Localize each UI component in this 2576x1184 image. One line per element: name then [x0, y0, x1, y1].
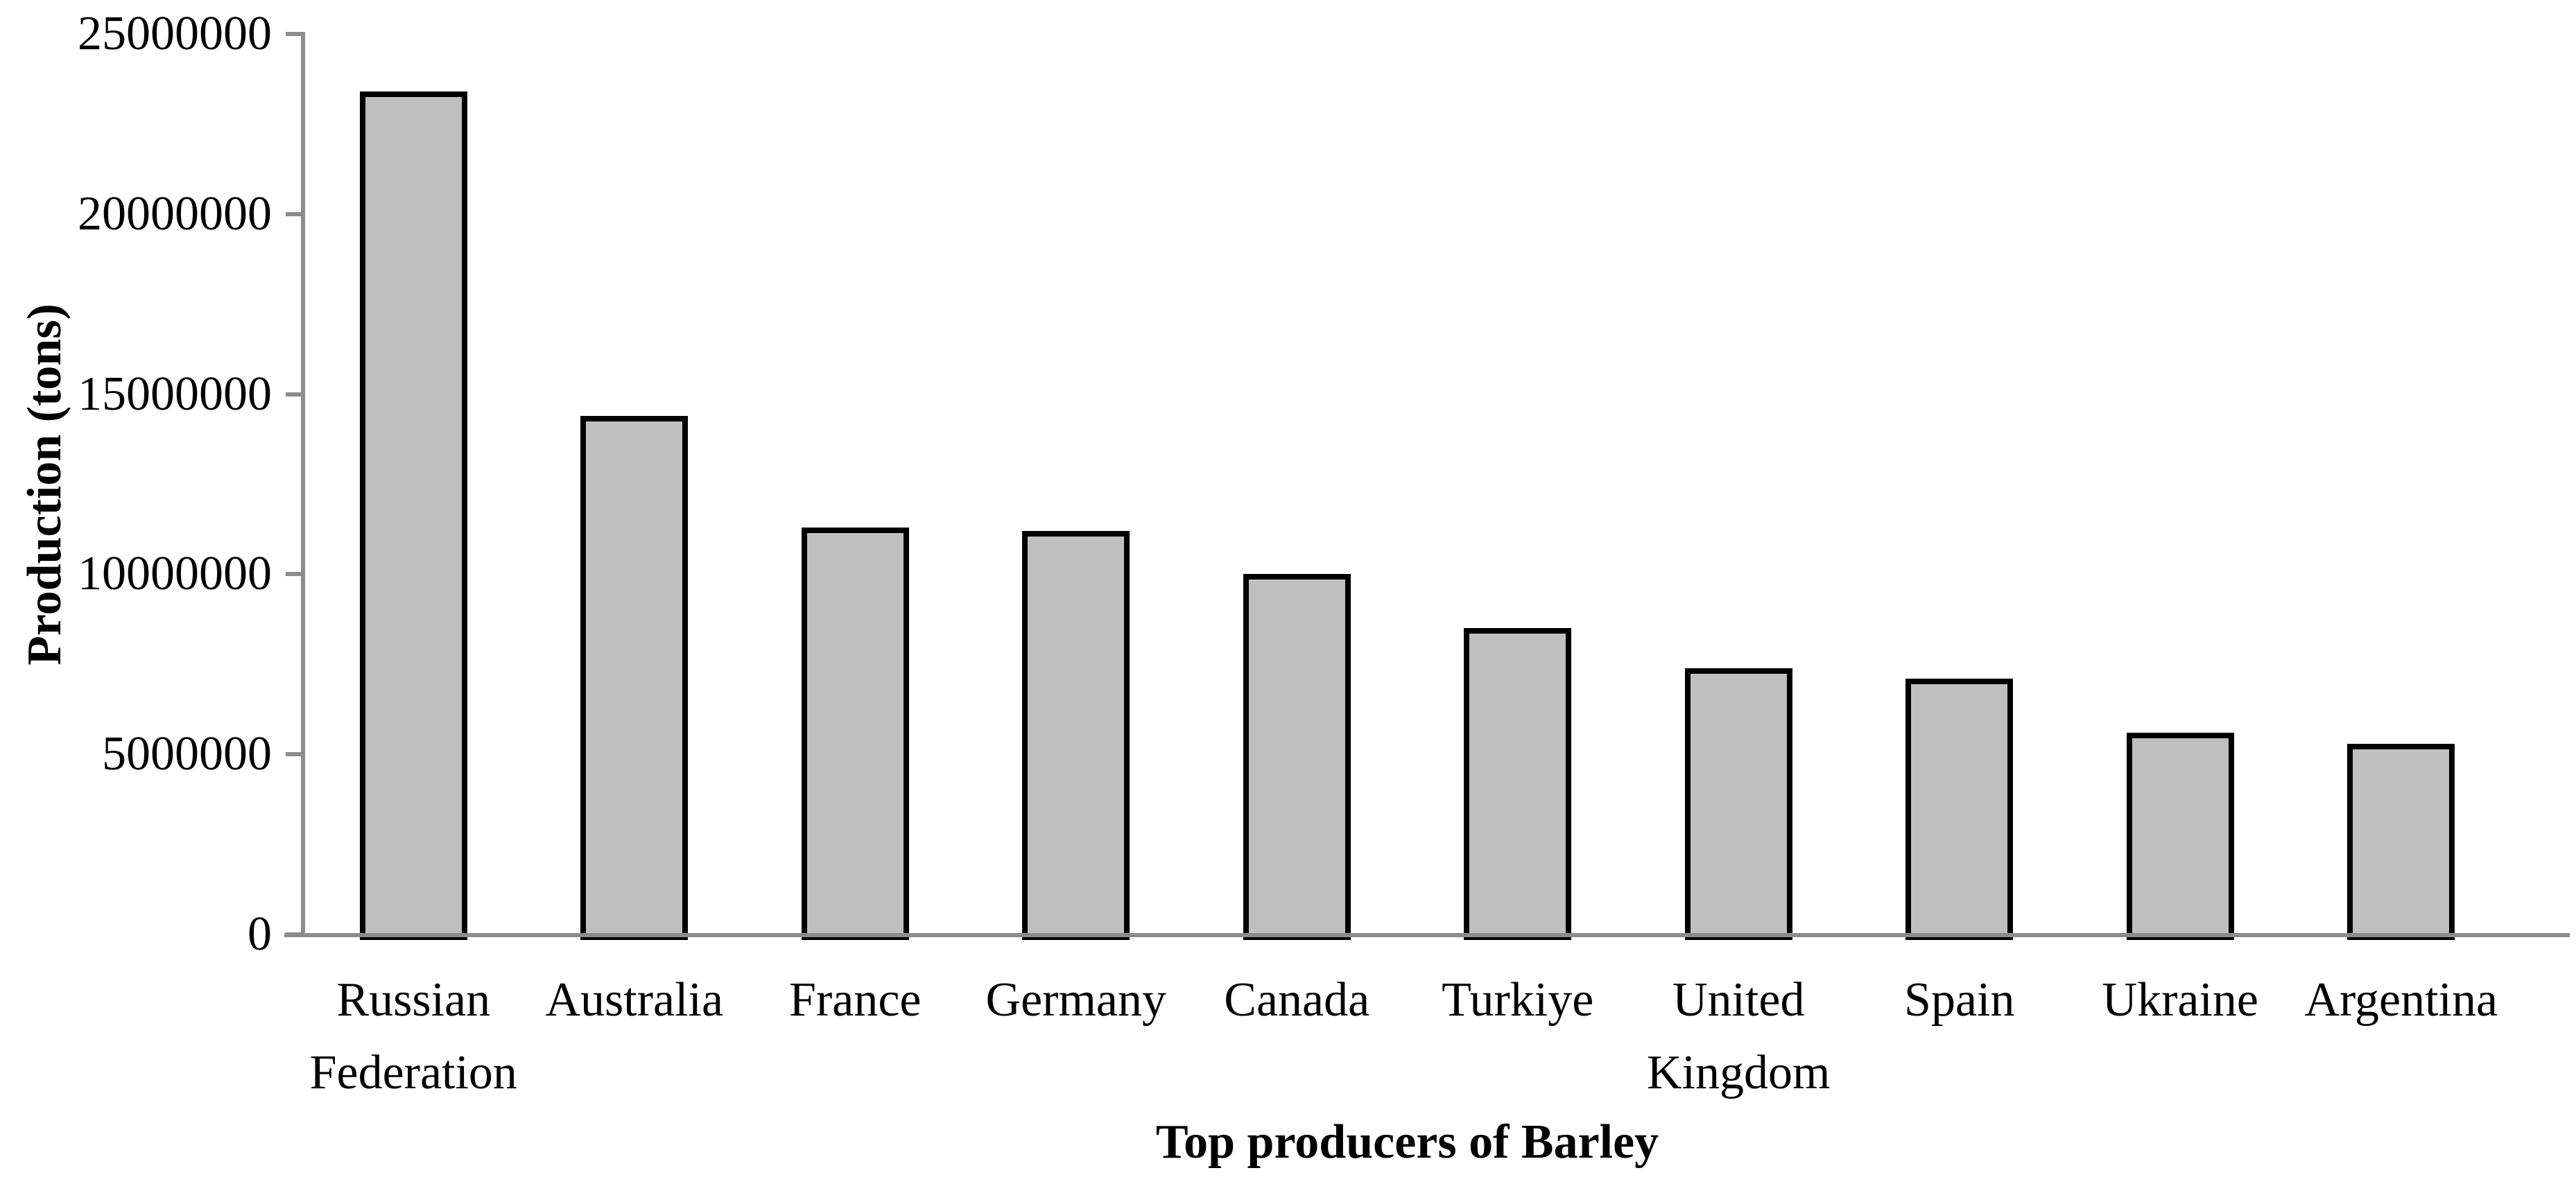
x-axis-baseline [284, 933, 2570, 937]
x-category-label: Russian Federation [309, 973, 517, 1099]
plot-area [303, 34, 2512, 940]
y-tick-label: 10000000 [78, 547, 272, 601]
y-tick-mark [286, 752, 305, 757]
bar [1243, 574, 1351, 940]
bar [1464, 628, 1572, 940]
x-axis-title: Top producers of Barley [1155, 1115, 1659, 1169]
x-category-label: Argentina [2304, 973, 2498, 1027]
bar [2347, 743, 2455, 940]
bar-slot [745, 34, 966, 940]
bar-slot [966, 34, 1187, 940]
y-tick-mark [286, 572, 305, 577]
y-axis-line [301, 34, 305, 934]
bar [801, 527, 909, 940]
x-category-label: Ukraine [2102, 973, 2258, 1027]
x-category-label: Spain [1904, 973, 2015, 1027]
bar [2126, 733, 2234, 940]
bar-slot [524, 34, 745, 940]
bar-slot [303, 34, 524, 940]
bar [1905, 679, 2014, 940]
bar-slot [1628, 34, 1849, 940]
x-category-label: Turkiye [1442, 973, 1594, 1027]
y-tick-label: 20000000 [78, 186, 272, 241]
bar-slot [2291, 34, 2512, 940]
bar-slot [1849, 34, 2071, 940]
y-tick-label: 25000000 [78, 7, 272, 60]
y-tick-mark [286, 32, 305, 36]
y-axis-title: Production (tons) [18, 303, 72, 665]
x-category-label: Canada [1224, 973, 1370, 1027]
y-tick-label: 5000000 [102, 727, 272, 781]
x-category-label: France [789, 973, 922, 1027]
bar [359, 92, 467, 940]
x-axis-labels-row: Russian Federation Australia France Germany… [303, 964, 2512, 1109]
x-category-label: Germany [985, 973, 1166, 1027]
bar [580, 415, 689, 940]
x-category-label: United Kingdom [1647, 973, 1831, 1099]
bar-slot [1408, 34, 1629, 940]
y-axis-title-container: Production (tons) [0, 34, 90, 934]
bar [1684, 668, 1792, 940]
bar-slot [2070, 34, 2291, 940]
y-tick-label: 0 [248, 907, 272, 961]
bar-slot [1186, 34, 1408, 940]
bar [1022, 531, 1130, 940]
y-tick-mark [286, 392, 305, 397]
x-category-label: Australia [545, 973, 724, 1027]
y-tick-mark [286, 211, 305, 216]
y-tick-label: 15000000 [78, 367, 272, 421]
